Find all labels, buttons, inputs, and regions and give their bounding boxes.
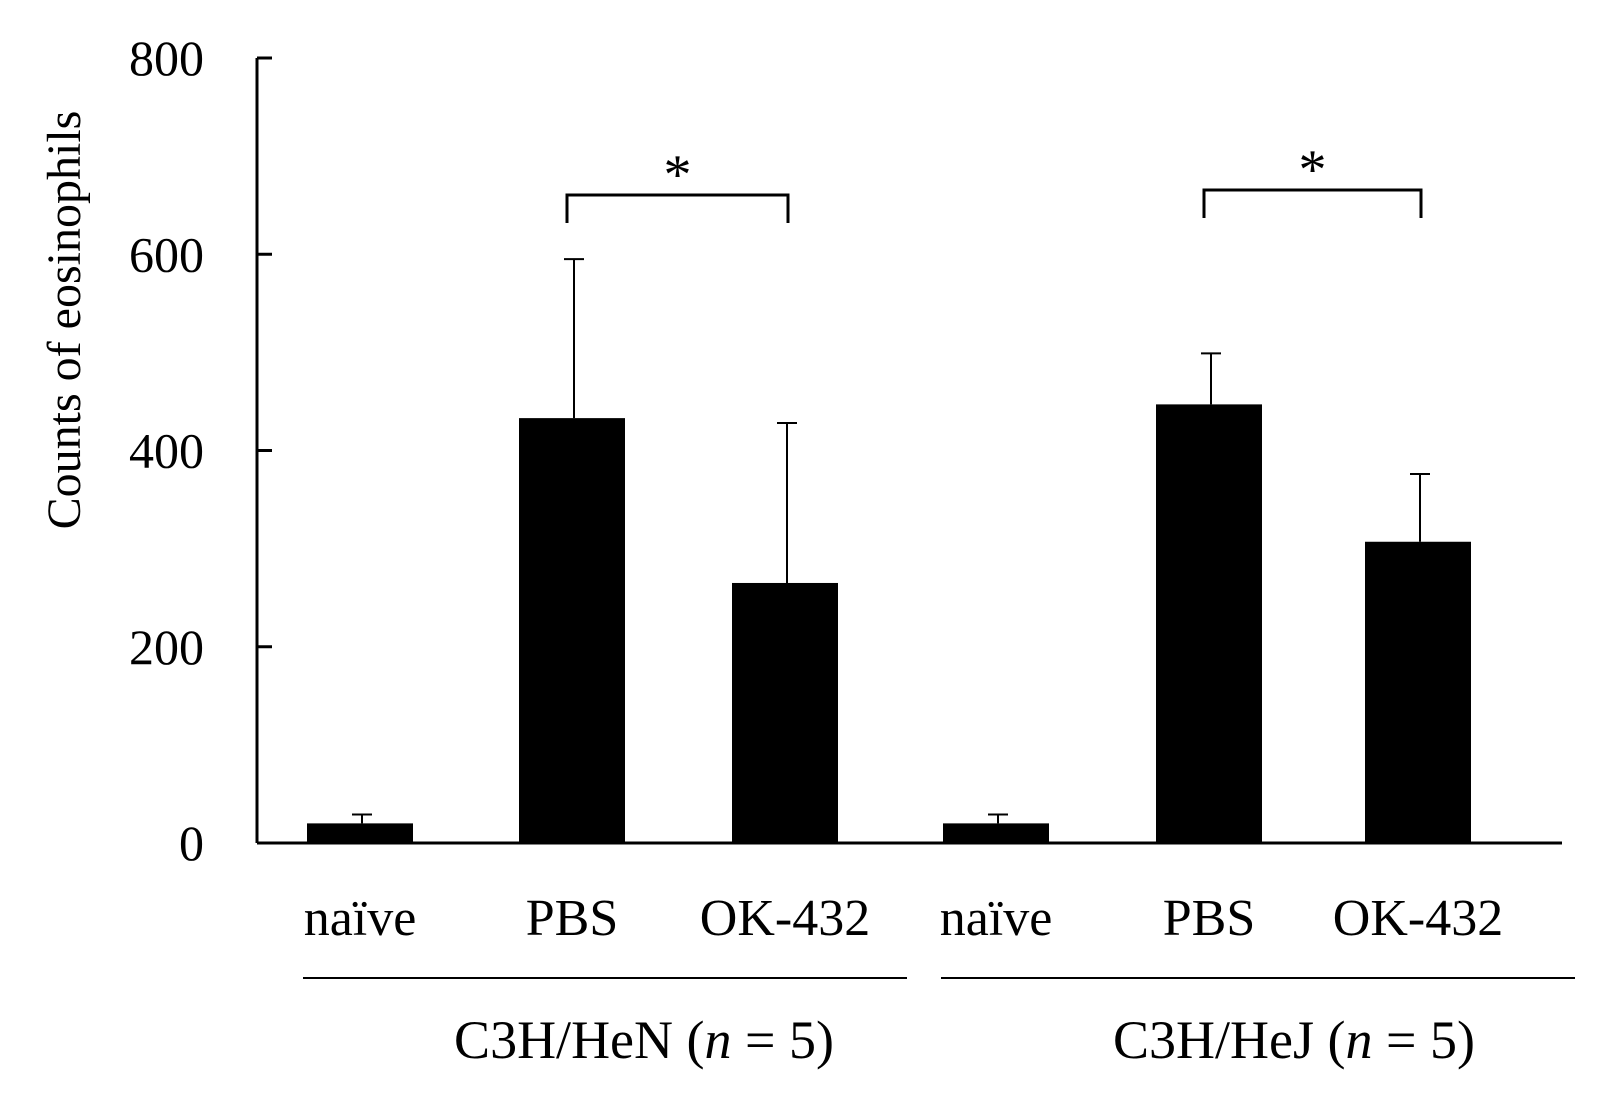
error-bars <box>352 258 1430 824</box>
group-label: C3H/HeN (n = 5) <box>454 1010 834 1070</box>
significance-brackets: * * <box>565 139 1423 223</box>
category-labels: naïve PBS OK-432 naïve PBS OK-432 <box>304 890 1504 947</box>
significance-bracket <box>565 193 790 223</box>
y-ticks: 0 200 400 600 800 <box>129 30 272 871</box>
group-label-main: C3H/HeN ( <box>454 1010 704 1070</box>
significance-star: * <box>664 144 692 206</box>
significance-star: * <box>1299 139 1327 201</box>
category-label: OK-432 <box>700 890 870 947</box>
bar <box>519 418 625 843</box>
group-label-n: n <box>705 1010 732 1070</box>
bar <box>1365 541 1471 843</box>
category-label: naïve <box>940 890 1053 947</box>
bar <box>307 823 413 843</box>
y-tick-label: 600 <box>129 226 204 282</box>
y-tick-label: 800 <box>129 30 204 86</box>
group-label-tail: = 5) <box>732 1010 834 1070</box>
category-label: OK-432 <box>1333 890 1503 947</box>
y-tick-label: 200 <box>129 619 204 675</box>
y-axis-label: Counts of eosinophils <box>38 111 91 530</box>
y-tick-label: 400 <box>129 423 204 479</box>
group-labels: C3H/HeN (n = 5) C3H/HeJ (n = 5) <box>303 977 1575 1070</box>
category-label: PBS <box>526 890 619 947</box>
group-label-main: C3H/HeJ ( <box>1113 1010 1345 1070</box>
category-label: naïve <box>304 890 417 947</box>
bar <box>732 582 838 843</box>
y-tick-label: 0 <box>179 815 204 871</box>
bar <box>943 823 1049 843</box>
category-label: PBS <box>1163 890 1256 947</box>
group-label-tail: = 5) <box>1373 1010 1475 1070</box>
bar <box>1156 404 1262 843</box>
group-label-n: n <box>1346 1010 1373 1070</box>
bars <box>307 404 1471 843</box>
significance-bracket <box>1202 188 1423 218</box>
group-label: C3H/HeJ (n = 5) <box>1113 1010 1475 1070</box>
